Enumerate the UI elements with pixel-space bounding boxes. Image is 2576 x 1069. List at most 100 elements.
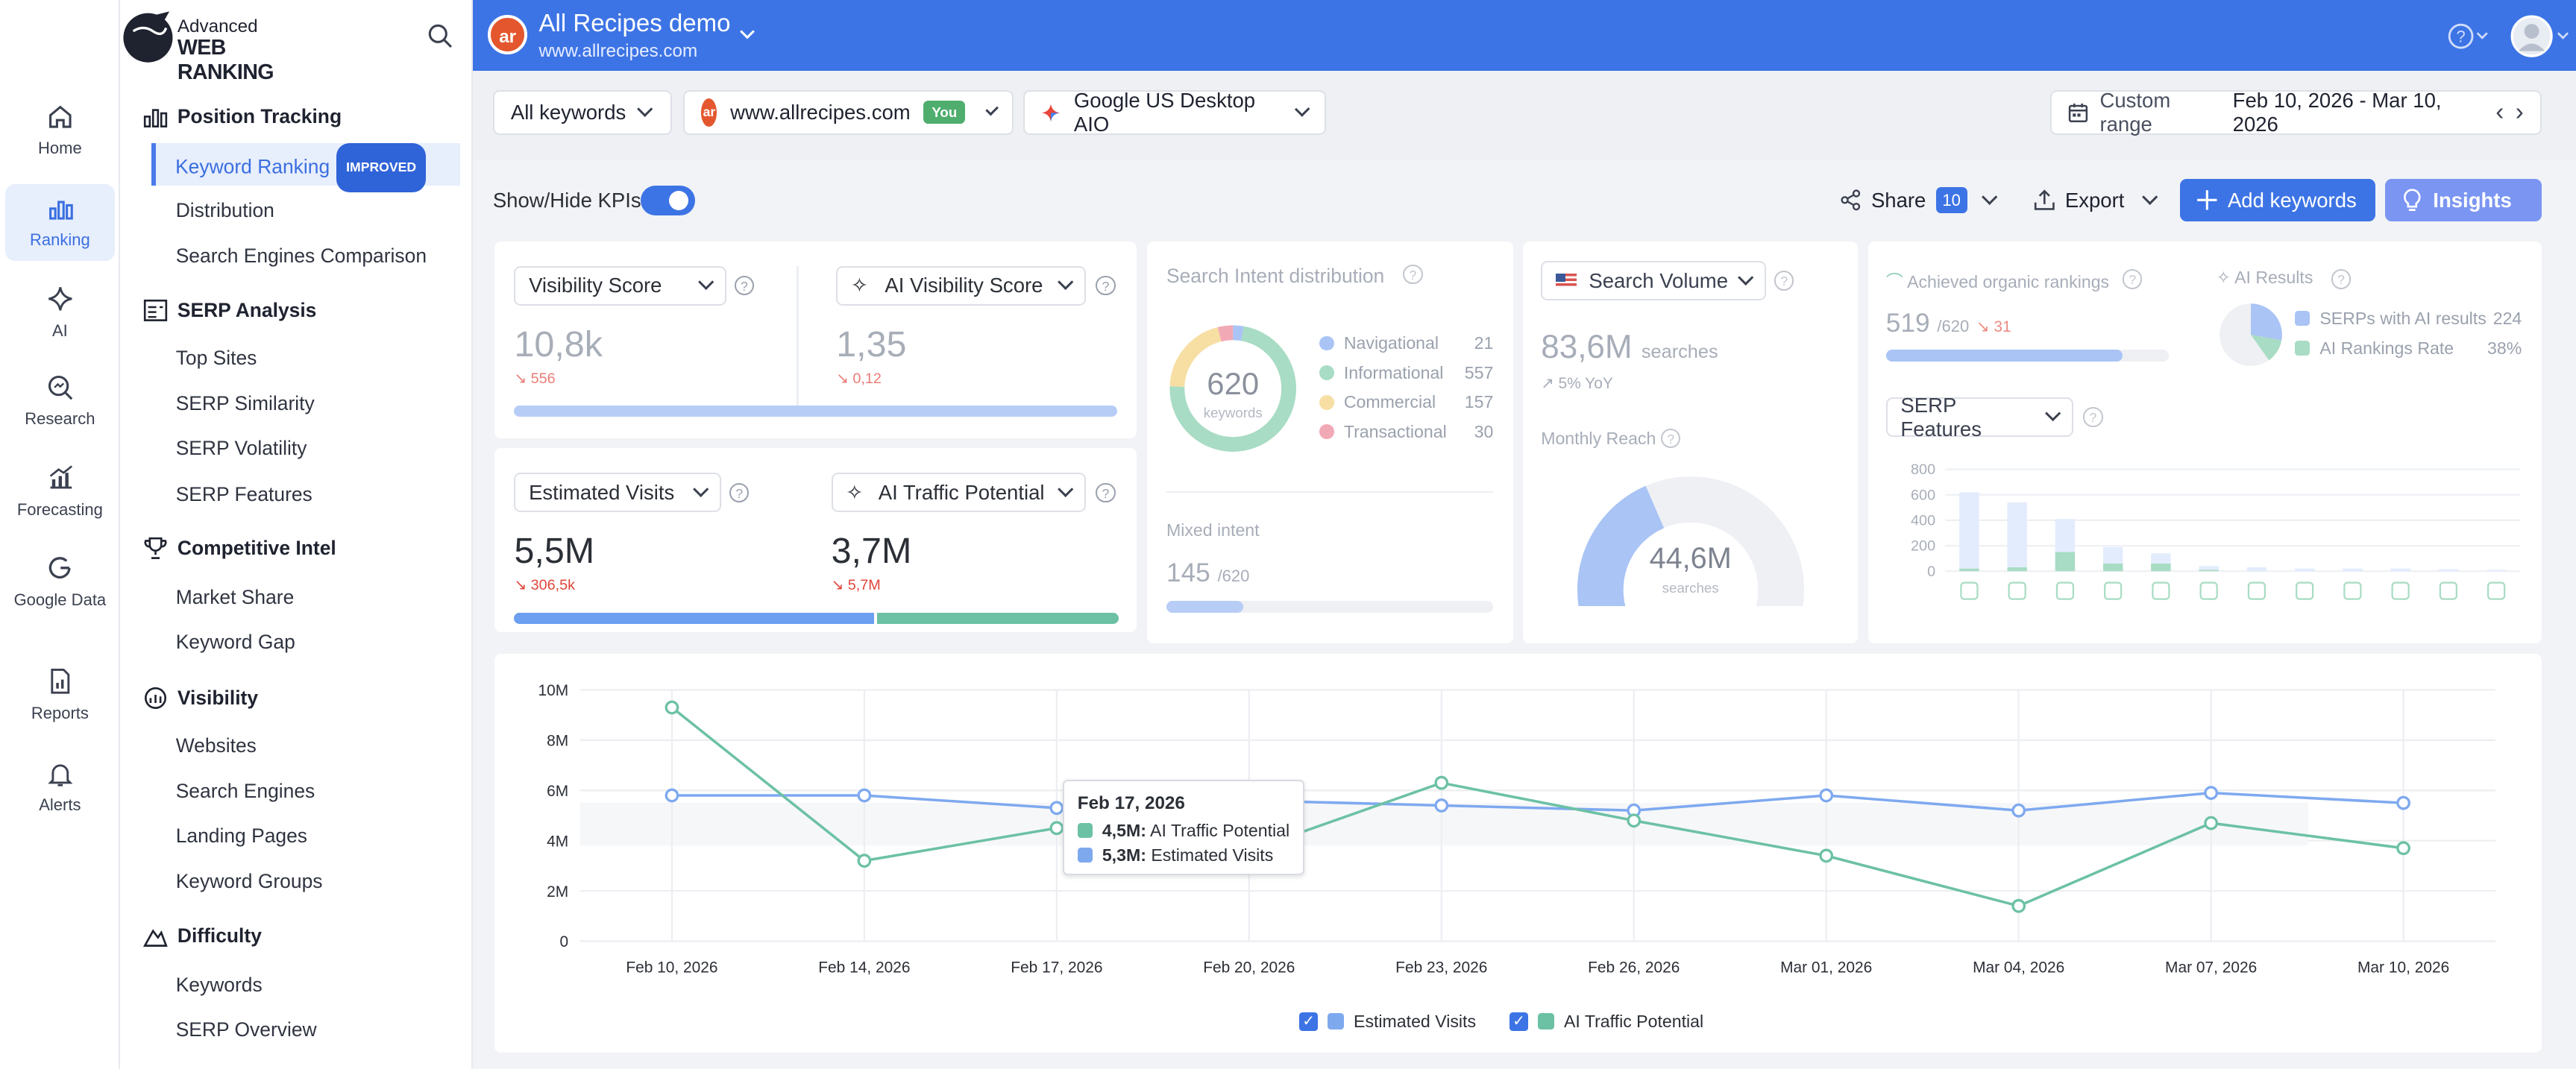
nav-item-serp-overview[interactable]: SERP Overview [175, 1018, 317, 1041]
sparkle-icon: ✧ [850, 274, 868, 297]
user-avatar-icon[interactable] [2510, 15, 2576, 57]
nav-heading-serp-analysis[interactable]: SERP Analysis [143, 298, 317, 322]
nav-item-keyword-gap[interactable]: Keyword Gap [175, 630, 295, 653]
data-point[interactable] [2396, 841, 2411, 855]
nav-item-serp-features[interactable]: SERP Features [175, 482, 312, 505]
help-icon[interactable]: ? [2083, 407, 2103, 427]
search-volume-select[interactable]: Search Volume [1541, 261, 1766, 301]
nav-forecasting[interactable]: Forecasting [5, 463, 116, 520]
data-point[interactable] [857, 788, 872, 803]
checkbox-checked-icon[interactable]: ✓ [1299, 1012, 1318, 1031]
help-icon[interactable]: ? [1661, 428, 1681, 449]
date-range-picker[interactable]: Custom range Feb 10, 2026 - Mar 10, 2026… [2050, 89, 2542, 136]
add-keywords-button[interactable]: Add keywords [2180, 179, 2376, 222]
ai-results-legend-value: 224 [2492, 309, 2522, 329]
ai-traffic-select[interactable]: ✧ AI Traffic Potential [831, 473, 1087, 513]
data-point[interactable] [1819, 788, 1834, 803]
help-icon[interactable]: ? [1096, 482, 1116, 503]
data-point[interactable] [665, 788, 679, 803]
nav-item-keywords[interactable]: Keywords [175, 974, 263, 997]
legend-ai-traffic[interactable]: ✓ AI Traffic Potential [1510, 1012, 1703, 1032]
data-point[interactable] [2011, 898, 2026, 913]
data-point[interactable] [2396, 795, 2411, 810]
data-point[interactable] [1434, 775, 1449, 790]
estimated-visits-select[interactable]: Estimated Visits [514, 473, 721, 513]
nav-heading-difficulty[interactable]: Difficulty [142, 924, 262, 947]
nav-item-landing-pages[interactable]: Landing Pages [175, 824, 307, 847]
keywords-filter[interactable]: All keywords [492, 90, 672, 135]
yoy-row: ↗ 5% YoY [1541, 374, 1613, 393]
section-nav: Advanced WEB RANKING Position Tracking K… [119, 0, 474, 1069]
export-button[interactable]: Export [2017, 179, 2172, 221]
ai-visibility-select[interactable]: ✧ AI Visibility Score [836, 265, 1087, 306]
nav-item-top-sites[interactable]: Top Sites [175, 346, 257, 369]
nav-item-market-share[interactable]: Market Share [175, 586, 295, 609]
nav-reports[interactable]: Reports [5, 666, 116, 724]
reports-icon [50, 669, 69, 694]
nav-ranking[interactable]: Ranking [4, 183, 116, 262]
nav-item-websites[interactable]: Websites [175, 734, 257, 757]
nav-ranking-label: Ranking [29, 230, 90, 250]
logo[interactable]: Advanced WEB RANKING [120, 8, 317, 84]
chevron-down-icon [697, 274, 714, 291]
legend-estimated-visits[interactable]: ✓ Estimated Visits [1299, 1012, 1476, 1032]
search-icon[interactable] [427, 23, 453, 49]
data-point[interactable] [665, 700, 679, 715]
search-volume-label: Search Volume [1589, 268, 1728, 292]
checkbox-checked-icon[interactable]: ✓ [1510, 1012, 1528, 1031]
insights-button[interactable]: Insights [2385, 179, 2542, 222]
help-icon[interactable]: ? [729, 482, 750, 503]
data-point[interactable] [2204, 785, 2219, 800]
nav-google-data[interactable]: Google Data [5, 553, 116, 611]
serp-features-select[interactable]: SERP Features [1885, 394, 2073, 441]
data-point[interactable] [857, 853, 872, 868]
nav-item-serp-similarity[interactable]: SERP Similarity [175, 392, 315, 415]
kpi-toggle-switch[interactable] [641, 185, 695, 215]
y-tick-label: 6M [547, 783, 568, 800]
help-icon[interactable]: ? [2448, 23, 2490, 49]
nav-heading-competitive-intel[interactable]: Competitive Intel [143, 537, 336, 560]
nav-home[interactable]: Home [5, 102, 116, 160]
project-chevron-down-icon[interactable] [739, 28, 755, 41]
nav-item-distribution[interactable]: Distribution [175, 198, 274, 221]
help-icon[interactable]: ? [734, 276, 755, 296]
intent-donut: 620 keywords [1169, 325, 1296, 452]
project-name[interactable]: All Recipes demo [538, 10, 731, 38]
data-point[interactable] [1049, 801, 1064, 815]
next-range-icon[interactable]: › [2515, 98, 2524, 126]
legend-swatch [1319, 424, 1334, 440]
help-icon[interactable]: ? [1403, 264, 1423, 285]
logo-globe-icon [123, 11, 173, 63]
data-point[interactable] [1434, 798, 1449, 813]
nav-item-serp-volatility[interactable]: SERP Volatility [175, 436, 307, 459]
website-filter[interactable]: ar www.allrecipes.com You [683, 90, 1014, 135]
monthly-reach-value: 44,6M [1649, 541, 1732, 575]
mixed-intent-track [1166, 601, 1494, 613]
help-icon[interactable]: ? [1096, 276, 1116, 296]
share-button[interactable]: Share 10 [1823, 179, 2011, 221]
nav-item-keyword-groups[interactable]: Keyword Groups [175, 870, 323, 893]
nav-item-keyword-ranking[interactable]: Keyword Ranking IMPROVED [151, 142, 460, 192]
nav-heading-label: SERP Analysis [177, 298, 317, 321]
insights-label: Insights [2433, 188, 2512, 212]
nav-item-search-engines-comparison[interactable]: Search Engines Comparison [175, 245, 427, 268]
nav-item-search-engines[interactable]: Search Engines [175, 780, 315, 803]
data-point[interactable] [1819, 848, 1834, 863]
prev-range-icon[interactable]: ‹ [2495, 98, 2504, 126]
help-icon[interactable]: ? [1774, 271, 1794, 291]
chevron-down-icon [2045, 406, 2061, 422]
engine-filter[interactable]: Google US Desktop AIO [1023, 89, 1326, 136]
help-icon[interactable]: ? [2123, 269, 2143, 289]
help-icon[interactable]: ? [2331, 269, 2352, 289]
nav-ai[interactable]: AI [5, 284, 116, 341]
visibility-score-select[interactable]: Visibility Score [514, 265, 726, 306]
data-point[interactable] [2204, 816, 2219, 830]
nav-alerts[interactable]: Alerts [5, 759, 116, 816]
nav-heading-visibility[interactable]: Visibility [143, 687, 258, 710]
data-point[interactable] [1627, 813, 1642, 827]
data-point[interactable] [1049, 821, 1064, 835]
add-keywords-label: Add keywords [2227, 188, 2357, 212]
nav-heading-position-tracking[interactable]: Position Tracking [143, 105, 342, 128]
nav-research[interactable]: Research [5, 373, 116, 430]
data-point[interactable] [2011, 803, 2026, 818]
